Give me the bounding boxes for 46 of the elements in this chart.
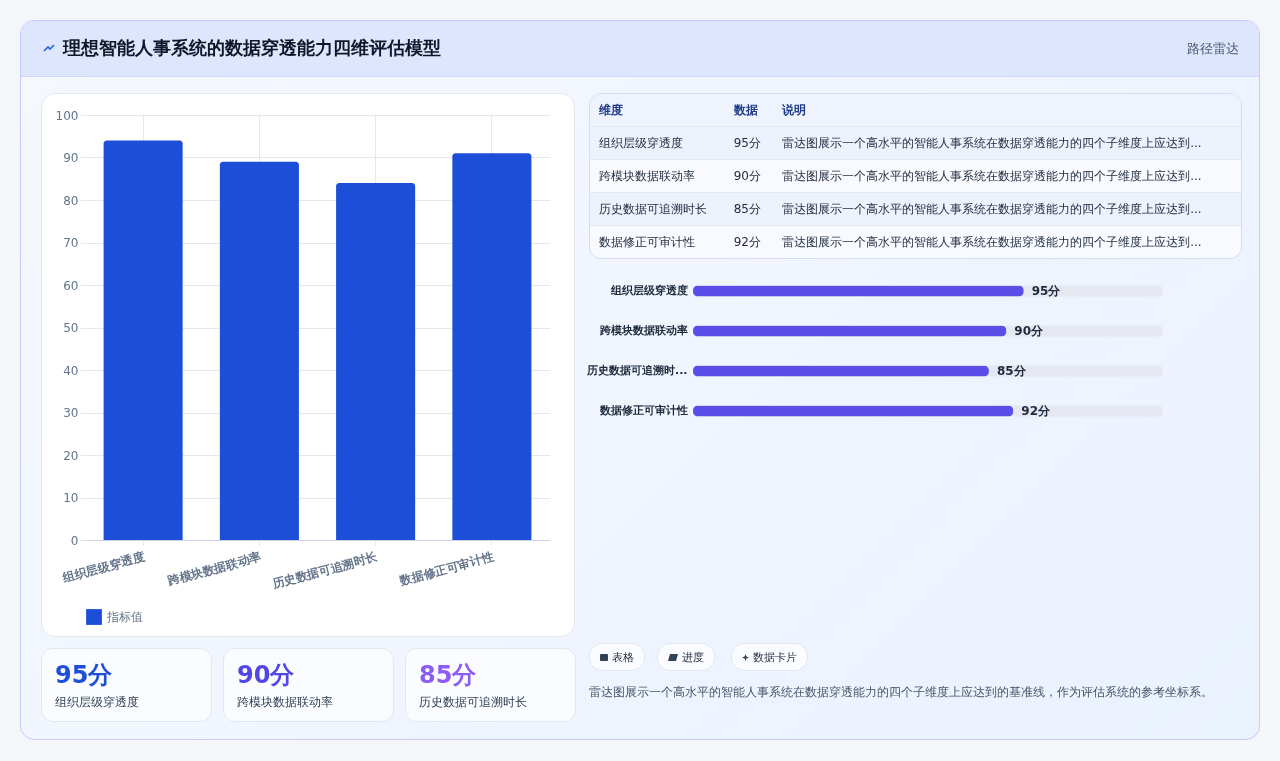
text: 表格 [612,649,634,665]
data-label: 90分 [1014,324,1045,338]
text: 92分 [724,225,774,258]
text: 历史数据可追溯时长 [419,694,527,711]
y-tick-label: 10 [63,491,79,505]
text: 90分 [724,159,774,193]
text: 雷达图展示一个高水平的智能人事系统在数据穿透能力的四个子维度上应达到... [773,225,1241,258]
text: 雷达图展示一个高水平的智能人事系统在数据穿透能力的四个子维度上应达到... [773,126,1241,160]
text: 数据 [724,94,774,127]
y-tick-label: 40 [63,363,79,378]
text: 雷达图展示一个高水平的智能人事系统在数据穿透能力的四个子维度上应达到... [773,159,1241,193]
text: 85分 [724,192,774,226]
x-tick-label: 跨模块数据联动率 [165,549,263,589]
text: 历史数据可追溯时长 [590,192,725,226]
text: 95分 [55,660,113,691]
text: 跨模块数据联动率 [237,694,333,711]
x-tick-label: 数据修正可审计性 [397,549,495,589]
y-tick-label: 80 [63,193,79,208]
data-label: 95分 [1031,284,1062,298]
text: 数据卡片 [753,649,797,665]
y-tick-label: 历史数据可追溯时... [585,364,688,377]
y-tick-label: 60 [63,278,79,293]
y-tick-label: 数据修正可审计性 [598,404,688,417]
text: 雷达图展示一个高水平的智能人事系统在数据穿透能力的四个子维度上应达到的基准线，作为评估系统的参考坐标系。 [589,684,1214,701]
text: 85分 [419,660,477,691]
y-tick-label: 100 [55,108,79,123]
y-tick-label: 70 [63,236,79,250]
y-tick-label: 组织层级穿透度 [609,284,688,297]
text: 理想智能人事系统的数据穿透能力四维评估模型 [63,36,441,60]
text: 维度 [590,94,725,127]
text: 进度 [682,649,704,665]
legend-label: 指标值 [106,610,143,624]
text: 雷达图展示一个高水平的智能人事系统在数据穿透能力的四个子维度上应达到... [773,192,1241,226]
text: 说明 [773,94,1241,127]
y-tick-label: 跨模块数据联动率 [598,324,688,337]
text: 95分 [724,126,774,160]
x-tick-label: 历史数据可追溯时长 [269,549,380,592]
y-tick-label: 30 [63,406,79,420]
y-tick-label: 20 [63,448,79,463]
data-label: 92分 [1021,404,1051,418]
text: 路径雷达 [1187,40,1239,58]
text: 90分 [237,660,295,691]
y-tick-label: 90 [63,151,79,165]
data-label: 85分 [996,364,1027,378]
y-tick-label: 50 [63,321,79,335]
y-tick-label: 0 [70,533,79,548]
